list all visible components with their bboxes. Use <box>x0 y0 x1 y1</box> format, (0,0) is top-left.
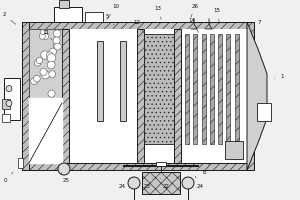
Bar <box>2 114 10 122</box>
Text: 0: 0 <box>3 172 13 184</box>
Bar <box>235 34 239 144</box>
Circle shape <box>6 100 12 106</box>
Circle shape <box>49 48 56 55</box>
Text: 23: 23 <box>143 178 153 188</box>
Bar <box>4 78 20 120</box>
Bar <box>185 34 189 144</box>
Text: 15: 15 <box>214 8 220 23</box>
Bar <box>174 29 181 163</box>
Text: 7: 7 <box>254 21 261 33</box>
Bar <box>29 29 247 163</box>
Text: 13: 13 <box>154 6 161 19</box>
Bar <box>193 34 197 144</box>
Circle shape <box>53 42 60 49</box>
Circle shape <box>40 68 47 76</box>
Circle shape <box>36 57 43 64</box>
Bar <box>18 158 23 168</box>
Text: 25: 25 <box>61 172 70 184</box>
Bar <box>202 34 206 144</box>
Circle shape <box>58 163 70 175</box>
Text: 10: 10 <box>106 4 119 20</box>
Bar <box>120 41 126 121</box>
Circle shape <box>53 37 60 44</box>
Polygon shape <box>247 22 267 170</box>
Circle shape <box>34 75 40 82</box>
Circle shape <box>41 71 50 79</box>
Circle shape <box>39 33 45 39</box>
Circle shape <box>31 78 38 85</box>
Text: 11: 11 <box>43 30 52 40</box>
Bar <box>22 22 29 170</box>
Circle shape <box>47 61 55 69</box>
Bar <box>144 34 174 144</box>
Circle shape <box>54 43 61 50</box>
Text: 24: 24 <box>118 178 130 188</box>
Bar <box>29 29 62 98</box>
Bar <box>62 29 69 163</box>
Bar <box>85 12 103 22</box>
Circle shape <box>128 177 140 189</box>
Text: 24: 24 <box>195 176 203 188</box>
Bar <box>137 29 144 163</box>
Bar <box>218 34 222 144</box>
Bar <box>142 172 180 194</box>
Text: 22: 22 <box>160 178 169 188</box>
Circle shape <box>48 90 55 97</box>
Bar <box>97 41 103 121</box>
Text: 26: 26 <box>191 3 199 17</box>
Text: 14: 14 <box>188 19 199 33</box>
Bar <box>2 99 10 109</box>
Text: 5: 5 <box>105 15 114 25</box>
Circle shape <box>182 177 194 189</box>
Circle shape <box>40 29 46 35</box>
Text: 1: 1 <box>274 73 284 79</box>
Bar <box>156 162 166 166</box>
Bar <box>225 141 243 159</box>
Bar <box>210 34 214 144</box>
Bar <box>226 34 230 144</box>
Circle shape <box>47 54 56 62</box>
Circle shape <box>46 52 53 59</box>
Text: 2: 2 <box>2 12 16 24</box>
Circle shape <box>49 71 56 78</box>
Bar <box>22 22 254 29</box>
Text: 6: 6 <box>202 164 209 176</box>
Bar <box>257 103 271 121</box>
Circle shape <box>41 51 49 59</box>
Circle shape <box>34 60 41 66</box>
Circle shape <box>53 30 61 37</box>
Text: 12: 12 <box>134 20 143 33</box>
Circle shape <box>43 34 49 40</box>
Circle shape <box>6 86 12 92</box>
Bar <box>59 0 69 8</box>
Bar <box>247 22 254 170</box>
Bar <box>54 7 82 22</box>
Bar <box>22 163 254 170</box>
Polygon shape <box>29 98 62 163</box>
